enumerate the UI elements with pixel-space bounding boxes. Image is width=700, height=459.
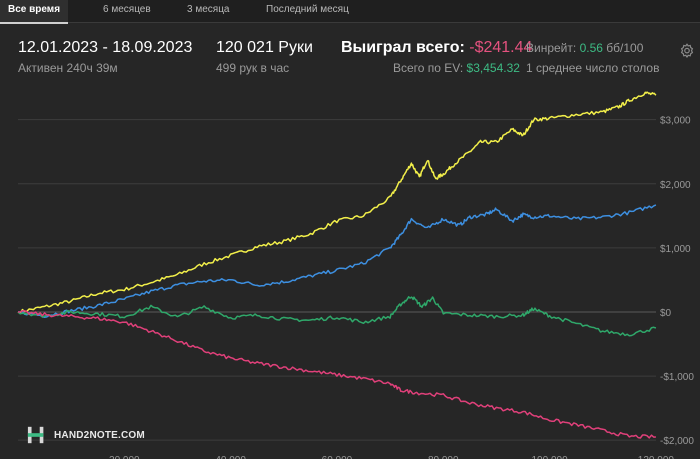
winrate-value: 0.56 [579,41,603,55]
ev-value: $3,454.32 [466,61,520,75]
period-tabs: Все время 6 месяцев 3 месяца Последний м… [0,0,700,24]
won-value: -$241.44 [469,39,533,56]
date-range: 12.01.2023 - 18.09.2023 [18,39,193,56]
ev-label: Всего по EV: [393,61,464,75]
profit-chart: $3,000 $2,000 $1,000 $0 -$1,000 -$2,000 20,000… [17,91,694,459]
series-line-3 [18,310,656,439]
x-tick-label: 20,000 [109,455,140,459]
y-tick-label: -$1,000 [660,372,694,383]
winrate: Винрейт: 0.56 бб/100 [526,41,643,55]
ev-total: Всего по EV: $3,454.32 [393,61,520,75]
series-line-0 [17,91,657,315]
y-tick-label: -$2,000 [660,436,694,447]
gear-icon[interactable] [678,42,696,60]
y-tick-label: $3,000 [660,116,691,127]
hand2note-logo-icon [27,426,44,444]
hands-per-hour: 499 рук в час [216,61,290,75]
x-tick-label: 40,000 [215,455,246,459]
won-label: Выиграл всего: [341,39,465,56]
x-tick-label: 120,000 [638,455,675,459]
winrate-label: Винрейт: [526,41,577,55]
winrate-unit: бб/100 [606,41,644,55]
tables-count: 1 среднее число столов [526,61,660,75]
tab-last-month[interactable]: Последний месяц [266,4,349,15]
tab-3-months[interactable]: 3 месяца [187,4,230,15]
tab-6-months[interactable]: 6 месяцев [103,4,151,15]
series-line-2 [17,296,657,337]
active-time: Активен 240ч 39м [18,61,118,75]
tab-all-time[interactable]: Все время [0,0,69,24]
x-tick-label: 60,000 [322,455,353,459]
y-tick-label: $1,000 [660,244,691,255]
y-tick-label: $2,000 [660,180,691,191]
brand-text: HAND2NOTE.COM [54,430,145,441]
hands-count: 120 021 Руки [216,39,313,56]
series-line-1 [17,204,657,319]
y-tick-label: $0 [660,308,672,319]
x-tick-label: 80,000 [428,455,459,459]
x-tick-label: 100,000 [531,455,568,459]
won-total: Выиграл всего: -$241.44 [341,39,532,57]
